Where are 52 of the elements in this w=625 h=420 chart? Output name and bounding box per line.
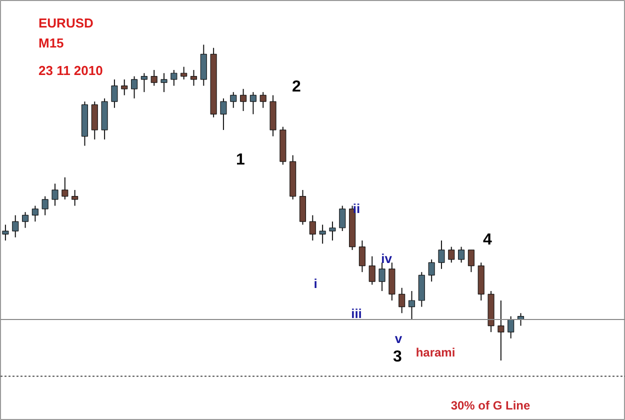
candlestick [358,240,366,273]
chart-title: EURUSD [38,16,94,30]
candlestick [180,66,188,80]
candlestick [140,72,148,93]
candlestick [72,189,78,206]
candlestick [319,224,326,244]
candlestick [448,246,455,264]
candlestick [2,224,9,241]
annotation: iv [381,251,393,266]
candlestick [121,78,128,96]
annotation: iii [351,306,362,321]
annotation: ii [352,201,360,216]
candlestick [32,205,38,222]
candlestick [398,287,406,314]
candlestick [339,205,346,232]
chart-subtitle: M15 [38,36,64,50]
candlestick [62,176,68,200]
candlestick [468,249,474,273]
candlestick [240,88,247,112]
annotation: i [314,276,318,291]
candlestick [329,221,336,241]
annotation: 2 [292,78,302,96]
candlestick [170,69,178,86]
candlestick [378,262,386,292]
candlestick [428,258,435,282]
candlestick [250,92,256,115]
annotation: 23 11 2010 [38,63,103,78]
candlestick [408,290,416,320]
candlestick [368,256,376,286]
annotation: v [394,331,403,346]
candlestick [438,240,445,270]
candlestick [12,214,19,238]
candlestick [508,316,514,339]
candlestick [458,246,465,264]
candlestick [22,212,29,228]
candlestick [309,214,316,241]
candlestick [52,183,58,206]
annotation: 1 [236,152,246,168]
candlestick [160,72,168,93]
annotation: 3 [393,348,402,366]
candlestick [220,98,227,130]
candlestick [260,92,266,108]
candlestick [131,76,138,99]
candlestick [42,196,48,216]
candlestick [190,69,198,86]
candlestick [150,69,158,86]
annotation: harami [416,346,456,360]
text: 30% of G Line [450,398,530,412]
annotation: 4 [483,232,492,248]
candlestick [230,92,237,108]
candlestick [498,300,504,361]
candlestick [111,78,118,108]
